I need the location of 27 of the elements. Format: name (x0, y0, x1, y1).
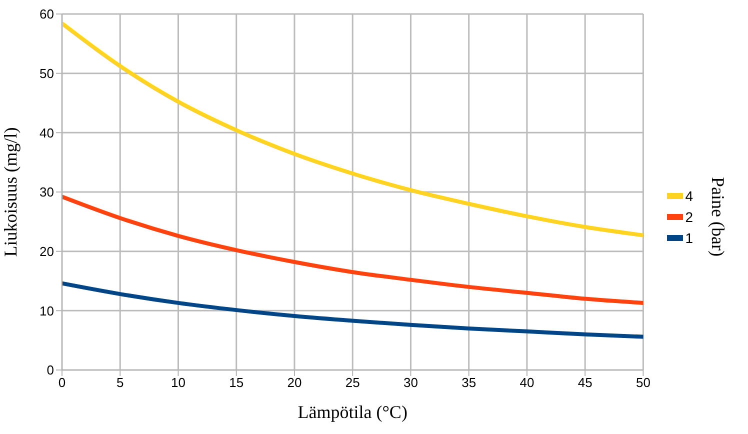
legend-title: Paine (bar) (707, 177, 728, 257)
y-tick-label: 30 (40, 184, 54, 200)
legend-label: 4 (685, 188, 693, 204)
x-tick-label: 30 (403, 375, 418, 390)
x-tick-label: 35 (462, 375, 476, 390)
x-tick-label: 20 (287, 375, 302, 390)
line-series (62, 194, 644, 305)
x-tick-label: 50 (636, 375, 650, 390)
x-tick-label: 45 (578, 375, 592, 390)
y-tick-label: 10 (40, 303, 54, 318)
x-tick-label: 40 (520, 375, 534, 390)
y-tick-label: 50 (40, 66, 54, 81)
x-axis-title: Lämpötila (°C) (298, 402, 408, 422)
y-tick-label: 0 (46, 362, 54, 378)
x-tick-label: 5 (116, 375, 124, 390)
x-tick-label: 25 (345, 375, 360, 390)
line-series (62, 281, 644, 339)
y-tick-label: 60 (40, 6, 54, 22)
x-tick-label: 15 (229, 375, 244, 390)
y-axis-title: Liukoisuus (mg/l) (0, 127, 20, 257)
y-tick-label: 40 (40, 125, 54, 140)
legend-label: 1 (685, 230, 693, 246)
legend-label: 2 (685, 209, 693, 225)
x-tick-label: 0 (58, 375, 66, 390)
y-tick-label: 20 (40, 244, 54, 259)
line-series (62, 21, 644, 238)
x-tick-label: 10 (171, 375, 186, 390)
